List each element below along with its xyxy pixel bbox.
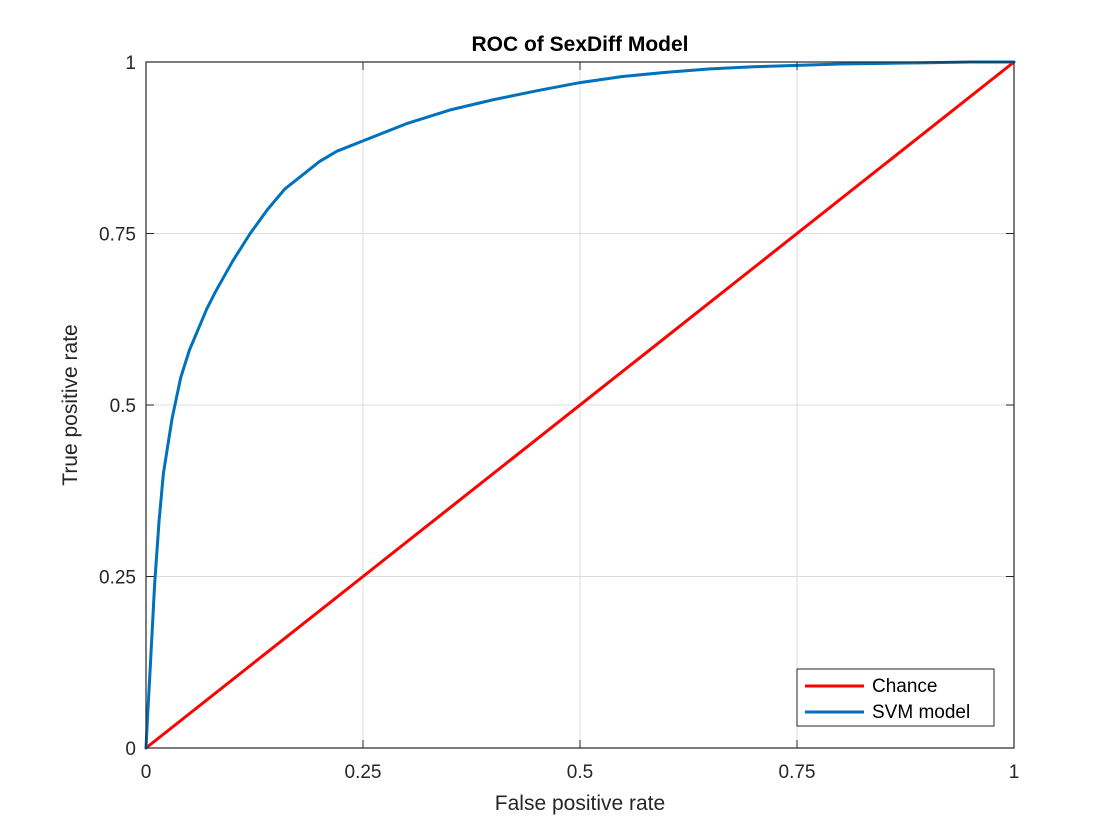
x-tick-label: 1	[1009, 762, 1020, 783]
y-tick-label: 0.25	[99, 568, 136, 589]
x-axis-label: False positive rate	[495, 792, 665, 815]
legend-label-svm-model: SVM model	[872, 702, 970, 723]
legend-label-chance: Chance	[872, 676, 938, 697]
legend-box	[796, 668, 995, 727]
series-line-svm-model	[144, 60, 1016, 750]
y-tick-label: 0.5	[110, 396, 136, 417]
y-tick-label: 0	[125, 739, 136, 760]
x-tick-label: 0.75	[779, 762, 816, 783]
x-tick-label: 0.25	[345, 762, 382, 783]
x-tick-label: 0	[141, 762, 152, 783]
legend: Chance SVM model	[796, 668, 995, 727]
ticks: 0 0.25 0.5 0.75 1 0 0.25 0.5 0.75 1	[99, 53, 1019, 783]
series-line-chance	[144, 60, 1016, 750]
series-layer	[144, 60, 1016, 750]
y-tick-label: 0.75	[99, 225, 136, 246]
y-axis-label: True positive rate	[59, 324, 82, 485]
y-tick-label: 1	[125, 53, 136, 74]
x-tick-label: 0.5	[567, 762, 593, 783]
chart-title: ROC of SexDiff Model	[471, 33, 688, 56]
